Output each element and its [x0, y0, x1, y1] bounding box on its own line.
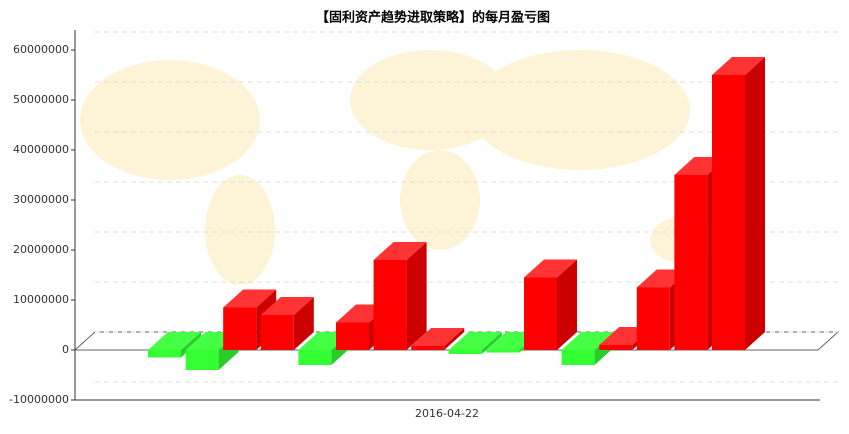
bar-front: [486, 350, 520, 353]
y-tick-label: -10000000: [9, 393, 69, 406]
map-background: [80, 50, 730, 285]
chart-title: 【固利资产趋势进取策略】的每月盈亏图: [316, 10, 550, 26]
bar-front: [448, 350, 482, 354]
bar-top: [524, 259, 577, 278]
bar-top: [411, 328, 465, 346]
bar-front: [185, 350, 219, 370]
bar-top: [448, 332, 502, 350]
bar: [712, 57, 765, 350]
bar-front: [674, 175, 708, 350]
bar-front: [636, 287, 670, 350]
bar-top: [148, 332, 201, 350]
bar-front: [411, 346, 445, 350]
bar-front: [561, 350, 595, 365]
bar: [260, 297, 314, 350]
bar-top: [373, 242, 427, 260]
bar-side: [444, 328, 465, 350]
x-label: 2016-04-22: [415, 407, 479, 420]
y-tick-label: 20000000: [13, 243, 69, 256]
y-tick-label: 30000000: [13, 193, 69, 206]
bar-front: [298, 350, 332, 365]
bar-front: [373, 260, 407, 350]
bar-top: [561, 332, 615, 350]
y-tick-label: 0: [62, 343, 69, 356]
bar-front: [712, 75, 745, 350]
bar-side: [745, 57, 765, 350]
bar-top: [260, 297, 314, 315]
y-tick-label: 50000000: [13, 93, 69, 106]
bar-front: [260, 315, 294, 350]
bar-top: [712, 57, 765, 75]
bar: [524, 259, 577, 350]
bar-front: [223, 307, 257, 350]
bar-front: [148, 350, 181, 358]
bar: [373, 242, 427, 350]
bar-front: [336, 322, 369, 350]
bar-side: [481, 332, 502, 354]
bar-front: [599, 345, 633, 350]
y-tick-label: 40000000: [13, 143, 69, 156]
y-tick-label: 10000000: [13, 293, 69, 306]
bar: [411, 328, 465, 350]
y-tick-label: 60000000: [13, 43, 69, 56]
bar-front: [524, 277, 557, 350]
bar-side: [406, 242, 427, 350]
bar-side: [293, 297, 314, 350]
bar-top: [223, 289, 277, 308]
bar: [448, 332, 502, 354]
bar-side: [557, 259, 577, 350]
